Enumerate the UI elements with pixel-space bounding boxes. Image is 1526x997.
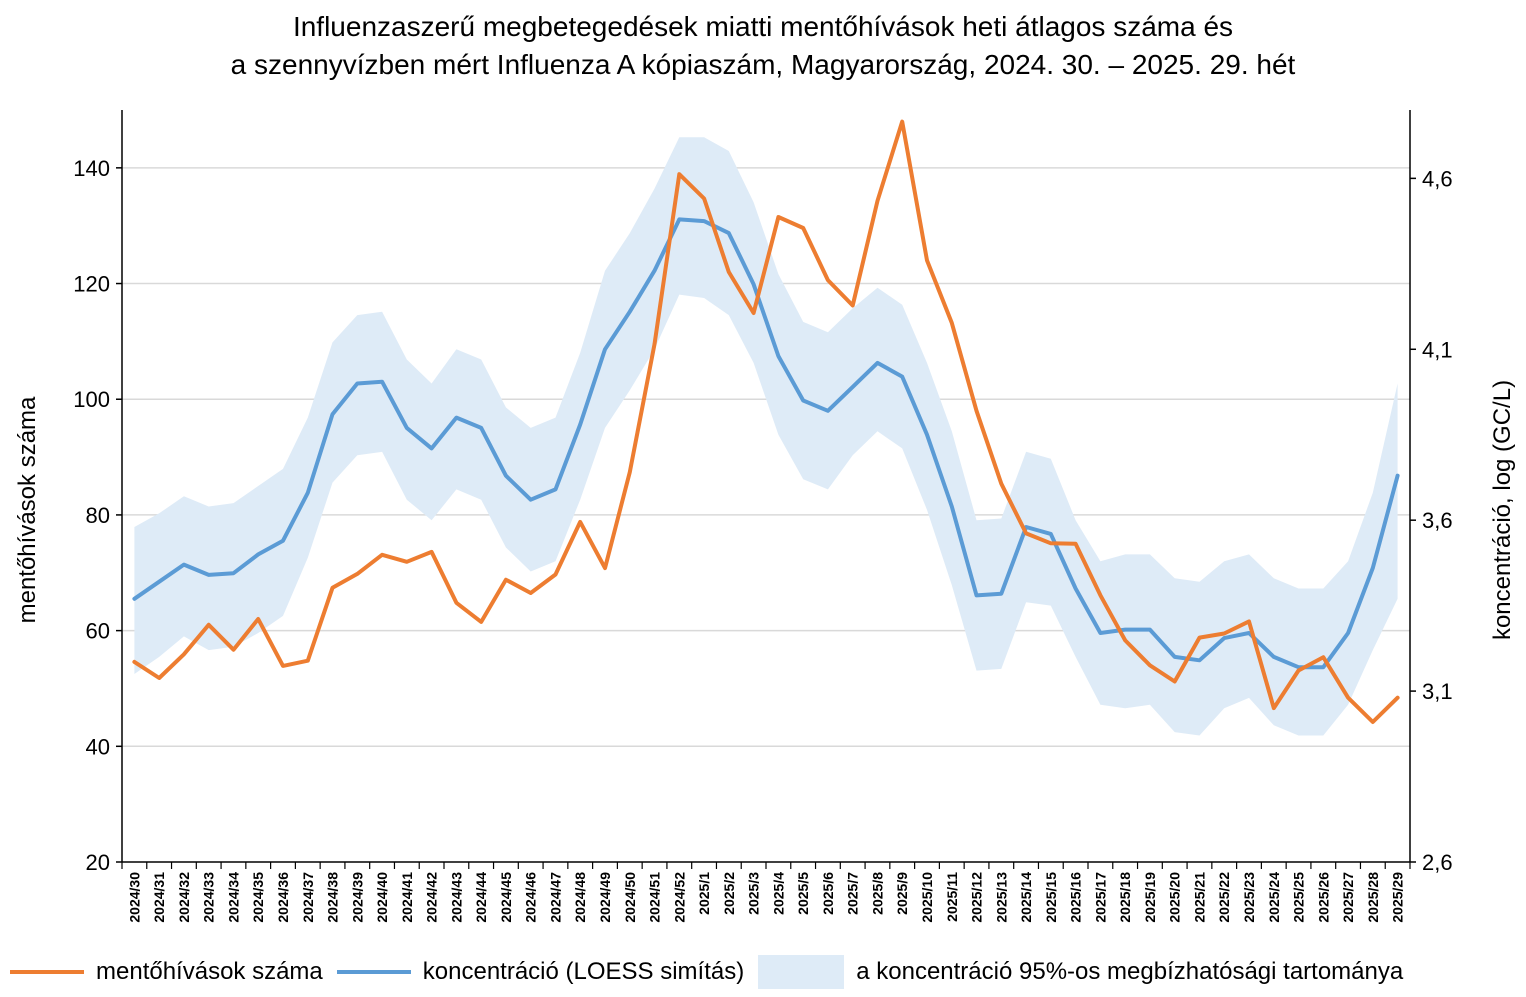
x-tick-label: 2025/8 [870, 872, 886, 915]
x-tick-label: 2024/51 [647, 872, 663, 923]
y-tick-label-left: 80 [86, 503, 110, 528]
legend-swatch-band [758, 955, 845, 989]
x-tick-label: 2025/28 [1365, 872, 1381, 923]
y-tick-label-right: 3,1 [1422, 679, 1453, 704]
legend-item-concentration: koncentráció (LOESS simítás) [336, 958, 745, 986]
series-line-calls [132, 119, 1400, 724]
y-axis-label-left: mentőhívások száma [14, 396, 41, 623]
y-axis-label-right: koncentráció, log (GC/L) [1489, 380, 1516, 640]
x-tick-label: 2024/43 [448, 872, 464, 923]
legend-label-concentration: koncentráció (LOESS simítás) [422, 958, 745, 985]
legend-swatch-concentration [336, 970, 411, 974]
x-tick-label: 2024/30 [126, 872, 142, 923]
x-tick-label: 2024/37 [300, 872, 316, 923]
x-tick-label: 2025/7 [845, 872, 861, 915]
x-tick-label: 2024/42 [424, 872, 440, 923]
y-tick-label-right: 2,6 [1422, 850, 1453, 875]
x-tick-label: 2025/17 [1092, 872, 1108, 923]
x-tick-label: 2024/48 [572, 872, 588, 923]
x-tick-label: 2025/14 [1018, 872, 1034, 923]
x-tick-label: 2025/22 [1216, 872, 1232, 923]
x-tick-label: 2025/15 [1043, 872, 1059, 923]
y-tick-label-left: 120 [73, 272, 110, 297]
x-tick-label: 2024/36 [275, 872, 291, 923]
x-tick-label: 2025/11 [944, 872, 960, 922]
confidence-band-layer [134, 137, 1398, 736]
x-tick-label: 2025/2 [721, 872, 737, 915]
x-tick-label: 2024/52 [671, 872, 687, 923]
x-tick-label: 2024/49 [597, 872, 613, 923]
x-tick-label: 2025/21 [1192, 872, 1208, 923]
legend-label-band: a koncentráció 95%-os megbízhatósági tar… [856, 958, 1404, 985]
chart-area: 20 40 60 80 100 120 140 2,6 3,1 3,6 4,1 4,6 2024/30 2… [14, 110, 1516, 923]
x-tick-label: 2024/35 [250, 872, 266, 923]
x-tick-label: 2025/12 [969, 872, 985, 923]
x-tick-label: 2024/38 [325, 872, 341, 923]
x-tick-label: 2024/47 [548, 872, 564, 923]
x-tick-label: 2025/18 [1117, 872, 1133, 923]
axes-layer: 20 40 60 80 100 120 140 2,6 3,1 3,6 4,1 4,6 2024/30 2… [73, 110, 1453, 923]
legend-item-calls: mentőhívások száma [10, 958, 323, 986]
series-layer [132, 119, 1400, 724]
chart-title: Influenzaszerű megbetegedések miatti men… [0, 8, 1526, 84]
x-tick-label: 2025/9 [894, 872, 910, 915]
x-tick-label: 2024/33 [201, 872, 217, 923]
x-tick-label: 2025/24 [1266, 872, 1282, 923]
x-tick-label: 2025/13 [993, 872, 1009, 923]
x-tick-label: 2025/19 [1142, 872, 1158, 923]
x-tick-label: 2025/10 [919, 872, 935, 923]
chart-title-line-2: a szennyvízben mért Influenza A kópiaszá… [230, 49, 1296, 80]
x-tick-label: 2024/46 [523, 872, 539, 923]
confidence-band [134, 137, 1398, 736]
y-tick-label-left: 40 [86, 734, 110, 759]
x-tick-label: 2024/50 [622, 872, 638, 923]
x-tick-label: 2025/3 [746, 872, 762, 915]
x-tick-label: 2025/6 [820, 872, 836, 915]
x-tick-label: 2025/29 [1390, 872, 1406, 923]
x-tick-label: 2025/16 [1068, 872, 1084, 923]
x-tick-label: 2025/1 [696, 872, 712, 915]
x-tick-label: 2024/44 [473, 872, 489, 923]
x-tick-label: 2025/25 [1291, 872, 1307, 923]
x-tick-label: 2025/20 [1167, 872, 1183, 923]
x-tick-label: 2024/34 [226, 872, 242, 923]
legend-label-calls: mentőhívások száma [96, 958, 323, 985]
x-tick-label: 2025/5 [795, 872, 811, 915]
x-tick-label: 2025/4 [770, 872, 786, 915]
y-tick-label-left: 100 [73, 387, 110, 412]
y-tick-label-right: 3,6 [1422, 508, 1453, 533]
x-tick-label: 2025/26 [1315, 872, 1331, 923]
legend-swatch-calls [10, 970, 84, 974]
y-tick-label-left: 140 [73, 156, 110, 181]
x-tick-label: 2025/27 [1340, 872, 1356, 923]
x-tick-label: 2024/45 [498, 872, 514, 923]
y-tick-label-left: 60 [86, 619, 110, 644]
legend: mentőhívások száma koncentráció (LOESS s… [10, 952, 1417, 992]
y-tick-label-left: 20 [86, 850, 110, 875]
x-tick-label: 2024/31 [151, 872, 167, 923]
chart-title-line-1: Influenzaszerű megbetegedések miatti men… [292, 11, 1234, 42]
gridlines [122, 167, 1410, 748]
x-tick-label: 2024/39 [349, 872, 365, 923]
x-tick-label: 2025/23 [1241, 872, 1257, 923]
x-tick-label: 2024/41 [399, 872, 415, 923]
y-tick-label-right: 4,1 [1422, 337, 1453, 362]
x-tick-label: 2024/40 [374, 872, 390, 923]
legend-item-band: a koncentráció 95%-os megbízhatósági tar… [758, 955, 1403, 989]
y-tick-label-right: 4,6 [1422, 166, 1453, 191]
x-tick-label: 2024/32 [176, 872, 192, 923]
